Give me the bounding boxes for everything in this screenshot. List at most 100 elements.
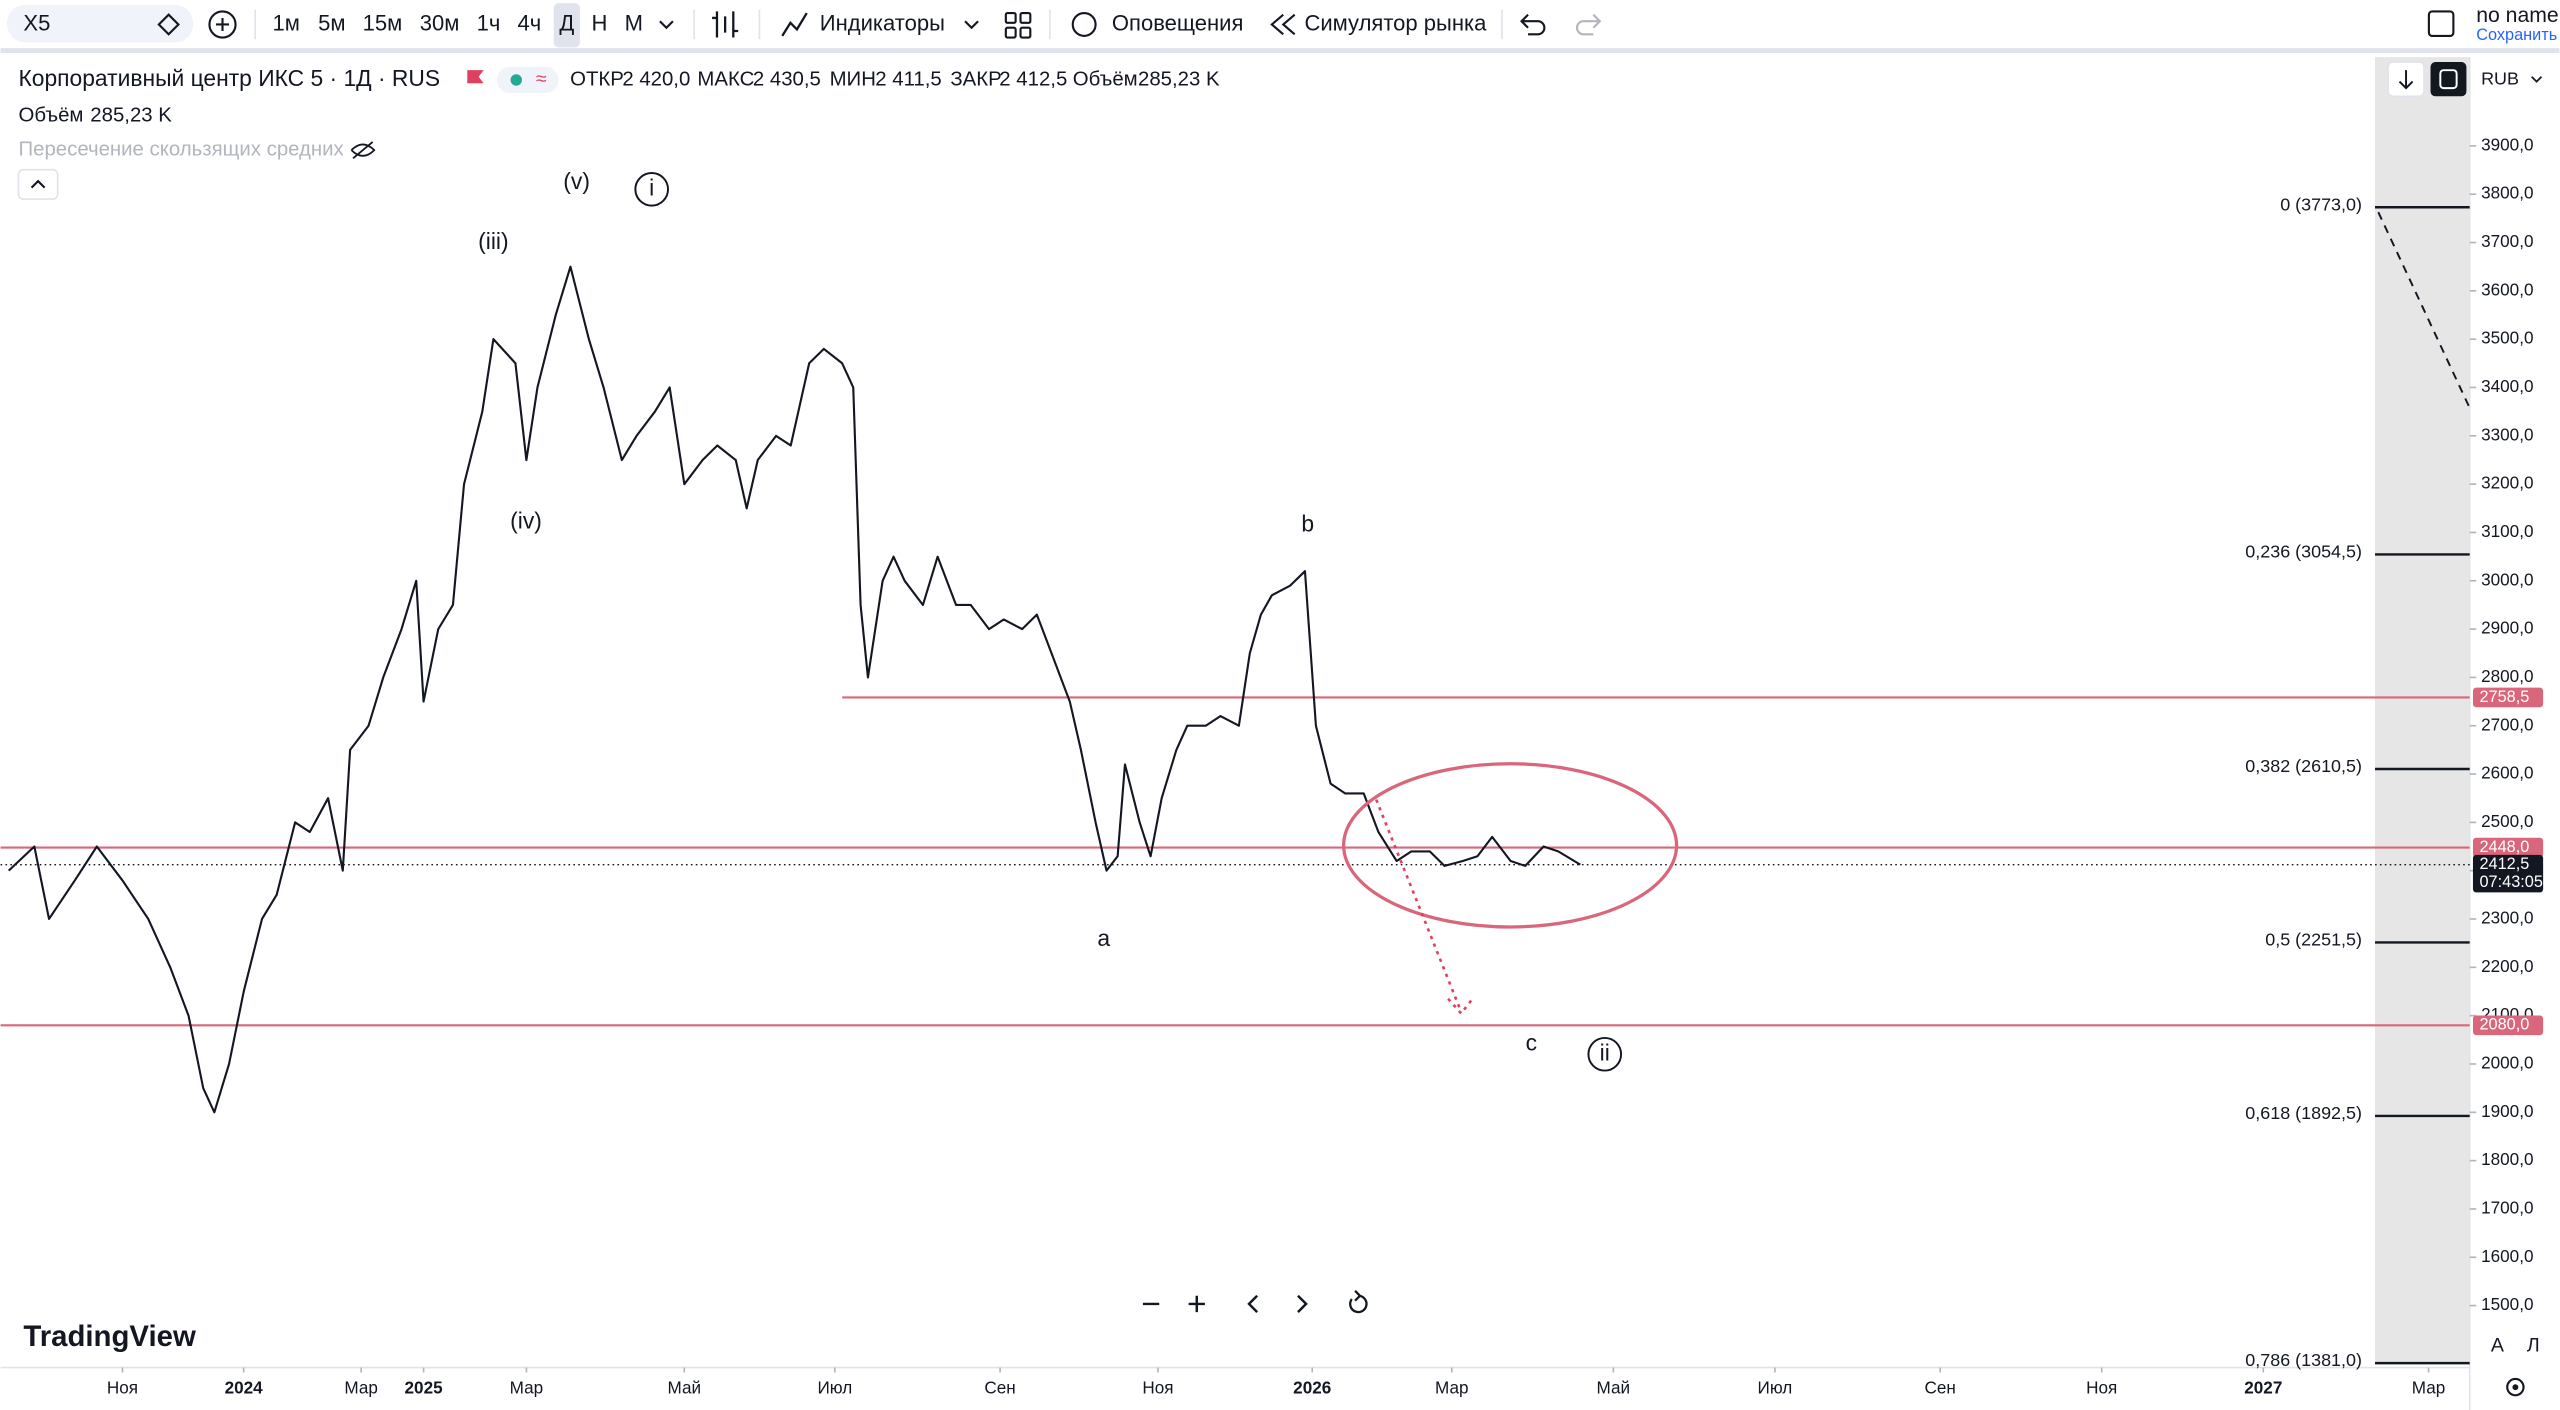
high-value: 2 430,5 xyxy=(753,68,821,90)
undo-button[interactable] xyxy=(1520,13,1546,36)
layout-button[interactable] xyxy=(1004,11,1032,39)
toolbar xyxy=(0,0,2560,49)
navigation xyxy=(1133,1285,1377,1322)
scroll-right[interactable] xyxy=(1283,1285,1320,1322)
y-tick-label: 2300,0 xyxy=(2481,908,2533,928)
indicators-icon[interactable] xyxy=(781,12,808,37)
wave-label[interactable]: i xyxy=(649,174,654,200)
y-tick-label: 3200,0 xyxy=(2481,473,2533,493)
interval-button[interactable]: Н xyxy=(592,10,608,35)
y-tick-label: 3500,0 xyxy=(2481,328,2533,348)
auto-scale-icon xyxy=(2439,69,2458,90)
interval-menu[interactable] xyxy=(659,20,674,30)
alerts-icon[interactable] xyxy=(1071,11,1097,37)
volume-value: 285,23 K xyxy=(1138,68,1220,90)
market-open-dot xyxy=(510,74,522,86)
price-badge-label: 2448,0 xyxy=(2479,838,2529,856)
scroll-right-icon xyxy=(1297,1294,1308,1313)
reset-view[interactable] xyxy=(1340,1285,1377,1322)
currency[interactable]: RUB xyxy=(2481,69,2519,89)
y-tick-label: 1800,0 xyxy=(2481,1149,2533,1169)
wave-label[interactable]: ii xyxy=(1600,1039,1610,1065)
x-tick-label: Сен xyxy=(984,1377,1015,1397)
indicators-button[interactable]: Индикаторы xyxy=(820,10,945,35)
logo[interactable]: TradingView xyxy=(23,1320,196,1353)
collapse-icon xyxy=(30,179,46,189)
collapse-legend[interactable] xyxy=(17,168,59,200)
interval-button[interactable]: Д xyxy=(559,10,574,35)
low-value: 2 411,5 xyxy=(875,68,941,90)
y-tick-label: 3600,0 xyxy=(2481,279,2533,299)
auto-scale-toggle[interactable]: A xyxy=(2491,1335,2505,1357)
x-tick-label: Мар xyxy=(510,1377,544,1397)
save-icon[interactable] xyxy=(2427,10,2455,37)
low-label: МИН xyxy=(830,68,876,90)
interval-button[interactable]: 1ч xyxy=(477,10,501,35)
y-tick-label: 3800,0 xyxy=(2481,183,2533,203)
y-tick-label: 2200,0 xyxy=(2481,956,2533,976)
indicators-menu[interactable] xyxy=(964,20,979,30)
high-label: МАКС xyxy=(697,68,754,90)
interval-button[interactable]: М xyxy=(625,10,643,35)
chart-type-button[interactable] xyxy=(712,11,739,38)
volume-indicator-label[interactable]: Объём xyxy=(19,104,84,126)
x-tick-label: Мар xyxy=(2412,1377,2446,1397)
alerts-button[interactable]: Оповещения xyxy=(1112,10,1243,35)
symbol[interactable]: X5 xyxy=(23,10,50,35)
x-tick-label: 2026 xyxy=(1293,1377,1331,1397)
log-scale-toggle[interactable]: Л xyxy=(2527,1335,2540,1357)
interval-button[interactable]: 1м xyxy=(272,10,299,35)
replay-button[interactable]: Симулятор рынка xyxy=(1304,10,1487,35)
volume-label: Объём xyxy=(1073,68,1138,90)
hidden-eye-icon[interactable] xyxy=(350,141,376,159)
interval-button[interactable]: 15м xyxy=(363,10,403,35)
price-line xyxy=(7,265,1581,1114)
interval-button[interactable]: 5м xyxy=(318,10,345,35)
x-tick-label: 2024 xyxy=(225,1377,264,1397)
delay-icon: ≈ xyxy=(536,68,547,90)
redo-button[interactable] xyxy=(1575,13,1602,36)
wave-label[interactable]: (v) xyxy=(563,168,590,194)
volume-indicator-value: 285,23 K xyxy=(90,104,172,126)
settings-button[interactable] xyxy=(2506,1377,2525,1397)
symbol-icon[interactable] xyxy=(157,13,180,36)
symbol-search[interactable] xyxy=(7,4,194,43)
zoom-in-icon xyxy=(1188,1295,1205,1313)
price-badge-label: 2758,5 xyxy=(2479,688,2529,706)
y-tick-label: 2800,0 xyxy=(2481,666,2533,686)
wave-label[interactable]: c xyxy=(1526,1029,1537,1055)
interval-button[interactable]: 4ч xyxy=(517,10,541,35)
indicator-name[interactable]: Пересечение скользящих средних xyxy=(19,139,344,161)
y-tick-label: 1900,0 xyxy=(2481,1101,2533,1121)
y-tick-label: 2500,0 xyxy=(2481,811,2533,831)
y-tick-label: 3400,0 xyxy=(2481,376,2533,396)
replay-icon[interactable] xyxy=(1270,13,1296,36)
auto-scale-button[interactable] xyxy=(2430,62,2467,97)
close-label: ЗАКР xyxy=(950,68,1001,90)
wave-circle xyxy=(1587,1036,1623,1072)
flag-icon[interactable] xyxy=(467,70,484,84)
save-button[interactable]: Сохранить xyxy=(2476,26,2557,44)
price-badge-label: 2080,0 xyxy=(2479,1016,2529,1034)
wave-label[interactable]: a xyxy=(1097,925,1110,951)
scroll-icon xyxy=(2398,70,2414,90)
scroll-left[interactable] xyxy=(1235,1285,1272,1322)
trend-drawing[interactable] xyxy=(2377,211,2471,409)
x-tick-label: Сен xyxy=(1924,1377,1955,1397)
user-name[interactable]: no name xyxy=(2476,4,2559,27)
wave-label[interactable]: (iv) xyxy=(510,507,542,533)
fib-label: 0,5 (2251,5) xyxy=(2265,930,2362,950)
currency-menu[interactable] xyxy=(2531,76,2543,83)
x-tick-label: Мар xyxy=(344,1377,378,1397)
legend-title[interactable]: Корпоративный центр ИКС 5 · 1Д · RUS xyxy=(19,65,441,91)
scroll-left-icon xyxy=(1247,1294,1259,1313)
ellipse-drawing[interactable] xyxy=(1342,762,1679,929)
wave-label[interactable]: b xyxy=(1301,511,1314,537)
compare-plus xyxy=(215,17,230,32)
wave-label[interactable]: (iii) xyxy=(478,228,508,254)
arrow-drawing[interactable] xyxy=(1375,799,1474,1016)
settings-dot xyxy=(2512,1384,2519,1391)
interval-button[interactable]: 30м xyxy=(420,10,460,35)
last-price-badge xyxy=(2472,854,2544,893)
compare-button[interactable] xyxy=(208,10,237,39)
